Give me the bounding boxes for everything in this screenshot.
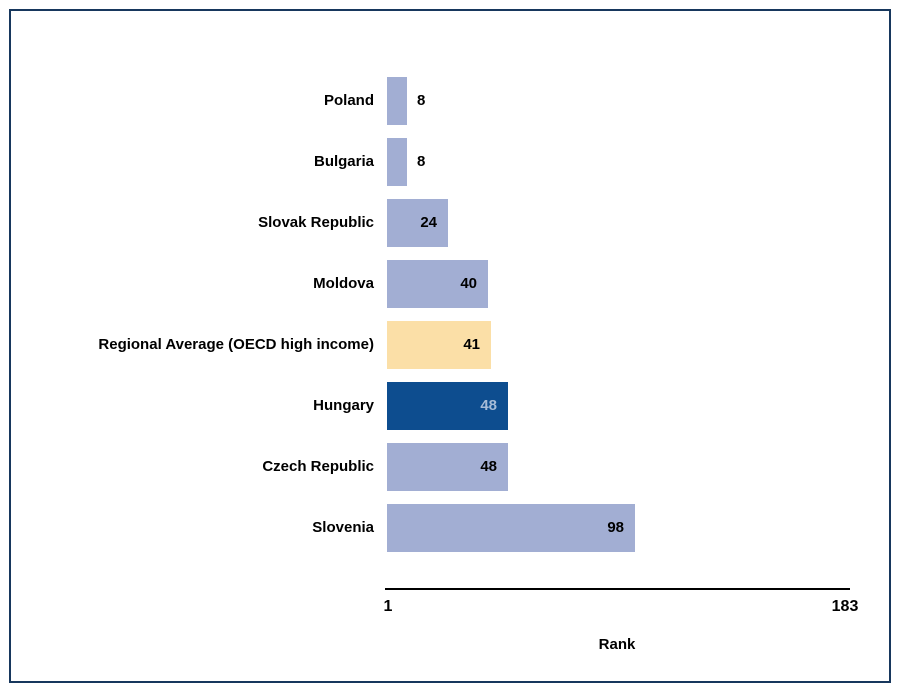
value-label: 40 — [460, 275, 477, 292]
category-label: Regional Average (OECD high income) — [98, 336, 374, 353]
x-axis-min-label: 1 — [383, 598, 393, 615]
x-axis-max-label: 183 — [831, 598, 859, 615]
category-label: Slovenia — [312, 519, 374, 536]
value-label: 98 — [607, 519, 624, 536]
bar-default — [387, 443, 508, 491]
x-axis-line — [385, 588, 850, 590]
value-label: 48 — [480, 458, 497, 475]
bar-default — [387, 138, 407, 186]
bar-default — [387, 77, 407, 125]
bar-default — [387, 199, 448, 247]
value-label: 24 — [420, 214, 437, 231]
category-label: Poland — [323, 92, 374, 109]
category-label: Moldova — [313, 275, 374, 292]
value-label: 41 — [463, 336, 480, 353]
value-label: 8 — [417, 153, 426, 170]
x-axis-title: Rank — [598, 636, 636, 653]
category-label: Hungary — [313, 397, 374, 414]
category-label: Slovak Republic — [258, 214, 374, 231]
bar-default — [387, 260, 488, 308]
value-label: 8 — [417, 92, 426, 109]
value-label: 48 — [480, 397, 497, 414]
category-label: Bulgaria — [313, 153, 374, 170]
bar-highlight — [387, 382, 508, 430]
category-label: Czech Republic — [262, 458, 374, 475]
bar-default — [387, 504, 635, 552]
bar-average — [387, 321, 491, 369]
